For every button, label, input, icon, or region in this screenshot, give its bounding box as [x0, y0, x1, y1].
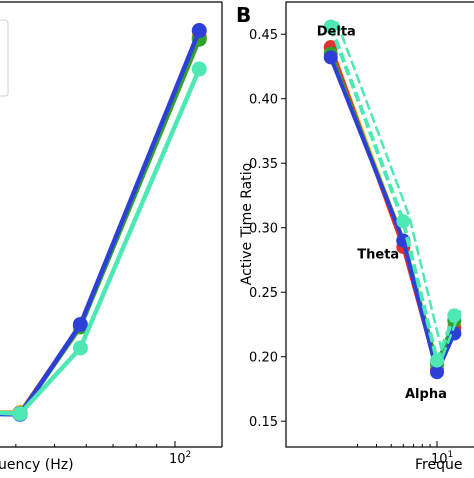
panel-a-legend-box [0, 19, 9, 97]
panel-b-y-tick-label: 0.20 [249, 351, 278, 366]
panel-b-data-point [396, 214, 411, 229]
panel-b-data-point [323, 19, 338, 34]
panel-b-x-axis-label: Freque [415, 457, 462, 473]
panel-a-series-path [0, 37, 202, 416]
panel-b-series [323, 19, 462, 380]
panel-b-y-tick-label: 0.15 [249, 415, 278, 430]
panel-b-data-point [447, 308, 462, 323]
panel-b-y-ticks: 0.15 0.20 0.25 0.30 0.35 0.40 0.45 [249, 28, 286, 430]
panel-b-frame [285, 1, 474, 448]
panel-b-y-tick-label: 0.25 [249, 286, 278, 301]
panel-a-series-path [0, 34, 202, 415]
panel-a-series-line [0, 61, 207, 422]
panel-a-series-line [0, 23, 207, 422]
panel-a-data-point [72, 316, 88, 332]
panel-a-data-point [191, 23, 207, 39]
panel-b-y-tick-label: 0.45 [249, 28, 278, 43]
panel-b-data-point [430, 365, 444, 380]
panel-b-y-tick-label: 0.40 [249, 93, 278, 108]
panel-b-y-tick-label: 0.35 [249, 157, 278, 172]
panel-b-series-line [323, 50, 462, 380]
panel-b-data-point [430, 353, 444, 368]
panel-b-series-dashed-band [335, 21, 462, 360]
panel-a-data-point [12, 406, 28, 422]
panel-b-x-tick-exponent: 1 [448, 450, 454, 460]
panel-a-series-path [0, 68, 202, 416]
panel-a-data-point [191, 61, 207, 77]
panel-a-x-axis-label: uency (Hz) [0, 457, 74, 473]
panel-a-x-tick-exponent: 2 [186, 450, 192, 460]
panel-b-annotation: Delta [317, 24, 356, 39]
panel-b: B 0.150.200.250.300.350.400.45 101 Delta… [236, 1, 474, 473]
panel-b-annotations: Delta Theta Alpha [317, 24, 447, 402]
panel-a-series [0, 23, 207, 422]
panel-a-series-path [0, 38, 202, 416]
panel-b-y-axis-label: Active Time Ratio [239, 163, 255, 285]
panel-a: 102 uency (Hz) [0, 1, 223, 473]
panel-a-series-path [0, 29, 202, 417]
panel-b-series-line [323, 19, 462, 368]
panel-a-data-point [72, 340, 88, 356]
panel-b-series-path [328, 25, 457, 363]
panel-b-label: B [236, 3, 251, 27]
panel-b-series-path [328, 56, 457, 375]
panel-b-annotation: Alpha [405, 387, 447, 402]
panel-b-y-tick-label: 0.30 [249, 222, 278, 237]
panel-b-data-point [323, 50, 338, 65]
panel-a-x-tick-label: 102 [169, 450, 191, 467]
panel-b-annotation: Theta [357, 248, 399, 263]
